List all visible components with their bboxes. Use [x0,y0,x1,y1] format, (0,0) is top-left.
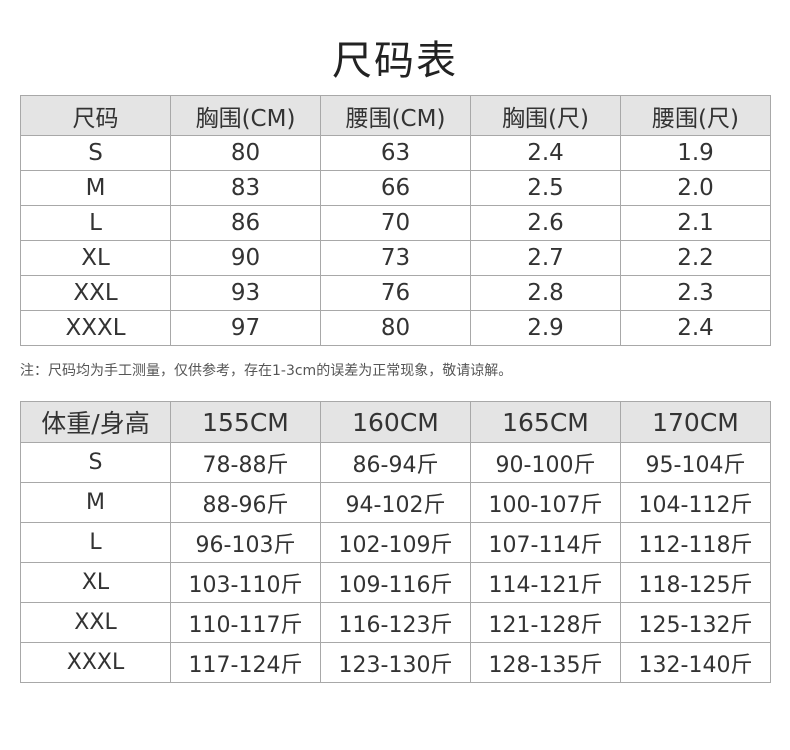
table-cell: 1.9 [620,135,771,171]
table-row: XXL 110-117斤 116-123斤 121-128斤 125-132斤 [20,602,771,643]
size-label-cell: S [20,135,171,171]
size-label-cell: M [20,482,171,523]
table-cell: 97 [170,310,321,346]
column-header: 腰围(CM) [320,95,471,136]
measurement-note: 注：尺码均为手工测量，仅供参考，存在1-3cm的误差为正常现象，敬请谅解。 [20,363,513,379]
size-label-cell: XXL [20,275,171,311]
table-cell: 2.4 [620,310,771,346]
table-cell: 73 [320,240,471,276]
size-label-cell: L [20,522,171,563]
table-row: S 78-88斤 86-94斤 90-100斤 95-104斤 [20,442,771,483]
table-cell: 114-121斤 [470,562,621,603]
table-cell: 132-140斤 [620,642,771,683]
table-cell: 2.5 [470,170,621,206]
table-cell: 2.4 [470,135,621,171]
table-cell: 125-132斤 [620,602,771,643]
table-row: S 80 63 2.4 1.9 [20,135,771,171]
table-cell: 123-130斤 [320,642,471,683]
table-cell: 95-104斤 [620,442,771,483]
table-cell: 80 [170,135,321,171]
table-cell: 112-118斤 [620,522,771,563]
table-cell: 2.3 [620,275,771,311]
column-header: 腰围(尺) [620,95,771,136]
column-header: 155CM [170,401,321,443]
column-header: 胸围(CM) [170,95,321,136]
table-cell: 128-135斤 [470,642,621,683]
table-cell: 116-123斤 [320,602,471,643]
table-row: XXL 93 76 2.8 2.3 [20,275,771,311]
table-cell: 76 [320,275,471,311]
size-label-cell: XXXL [20,642,171,683]
table-cell: 109-116斤 [320,562,471,603]
size-label-cell: XXXL [20,310,171,346]
table-cell: 94-102斤 [320,482,471,523]
size-label-cell: M [20,170,171,206]
table-row: XXXL 117-124斤 123-130斤 128-135斤 132-140斤 [20,642,771,683]
table-row: XL 90 73 2.7 2.2 [20,240,771,276]
table-row: XL 103-110斤 109-116斤 114-121斤 118-125斤 [20,562,771,603]
table-cell: 117-124斤 [170,642,321,683]
table-cell: 118-125斤 [620,562,771,603]
size-label-cell: S [20,442,171,483]
table-row: XXXL 97 80 2.9 2.4 [20,310,771,346]
weight-height-table: 体重/身高 155CM 160CM 165CM 170CM S 78-88斤 86-94斤 90… [20,401,771,683]
table-cell: 2.9 [470,310,621,346]
table-cell: 2.8 [470,275,621,311]
table-cell: 90 [170,240,321,276]
table-cell: 96-103斤 [170,522,321,563]
table-cell: 110-117斤 [170,602,321,643]
table-cell: 2.1 [620,205,771,241]
size-label-cell: XL [20,240,171,276]
table-cell: 121-128斤 [470,602,621,643]
table-row: M 83 66 2.5 2.0 [20,170,771,206]
column-header: 165CM [470,401,621,443]
table-cell: 63 [320,135,471,171]
table-row: M 88-96斤 94-102斤 100-107斤 104-112斤 [20,482,771,523]
table-cell: 93 [170,275,321,311]
table-cell: 80 [320,310,471,346]
table-cell: 66 [320,170,471,206]
table-cell: 100-107斤 [470,482,621,523]
table-cell: 107-114斤 [470,522,621,563]
table-row: L 96-103斤 102-109斤 107-114斤 112-118斤 [20,522,771,563]
header-row: 体重/身高 155CM 160CM 165CM 170CM [20,401,771,443]
column-header: 170CM [620,401,771,443]
table-cell: 90-100斤 [470,442,621,483]
column-header: 胸围(尺) [470,95,621,136]
table-cell: 70 [320,205,471,241]
size-measurement-table: 尺码 胸围(CM) 腰围(CM) 胸围(尺) 腰围(尺) S 80 63 2.4 1.9 M 83 66… [20,95,771,346]
table-cell: 104-112斤 [620,482,771,523]
table-cell: 102-109斤 [320,522,471,563]
size-label-cell: XXL [20,602,171,643]
column-header: 尺码 [20,95,171,136]
table-cell: 103-110斤 [170,562,321,603]
table-cell: 86-94斤 [320,442,471,483]
header-row: 尺码 胸围(CM) 腰围(CM) 胸围(尺) 腰围(尺) [20,95,771,136]
size-label-cell: L [20,205,171,241]
table-cell: 2.6 [470,205,621,241]
table-cell: 2.0 [620,170,771,206]
size-label-cell: XL [20,562,171,603]
column-header: 160CM [320,401,471,443]
table-cell: 83 [170,170,321,206]
table-cell: 88-96斤 [170,482,321,523]
table-cell: 2.2 [620,240,771,276]
table-row: L 86 70 2.6 2.1 [20,205,771,241]
table-cell: 86 [170,205,321,241]
page-title: 尺码表 [332,38,458,84]
column-header: 体重/身高 [20,401,171,443]
table-cell: 2.7 [470,240,621,276]
table-cell: 78-88斤 [170,442,321,483]
